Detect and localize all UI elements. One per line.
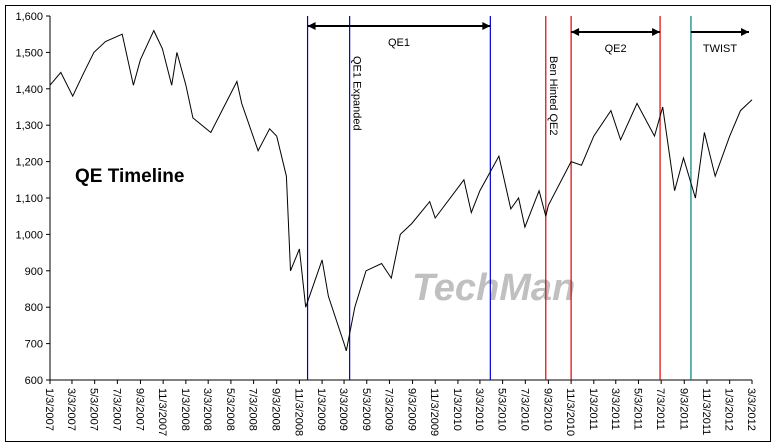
y-tick-label: 700: [25, 339, 43, 351]
period-label: QE2: [605, 43, 627, 55]
y-tick-label: 600: [25, 375, 43, 387]
watermark: TechMan: [412, 267, 575, 309]
y-tick-label: 1,000: [15, 229, 43, 241]
x-tick-label: 7/3/2009: [382, 388, 394, 431]
x-tick-label: 1/3/2011: [587, 388, 599, 430]
x-tick-label: 1/3/2009: [315, 388, 327, 431]
x-tick-label: 3/3/2008: [201, 388, 213, 431]
x-tick-label: 9/3/2009: [406, 388, 418, 431]
x-tick-label: 7/3/2007: [110, 388, 122, 431]
x-tick-label: 11/3/2008: [292, 388, 304, 436]
y-tick-label: 1,500: [15, 47, 43, 59]
x-tick-label: 1/3/2008: [179, 388, 191, 431]
vertical-markers: QE1 Expanded Ben Hinted QE2: [306, 16, 692, 380]
x-tick-label: 11/3/2011: [700, 388, 712, 435]
x-tick-label: 1/3/2010: [451, 388, 463, 431]
x-tick-label: 3/3/2007: [65, 388, 77, 431]
x-tick-label: 5/3/2010: [496, 388, 508, 431]
period-label: TWIST: [703, 43, 737, 55]
x-tick-label: 9/3/2008: [270, 388, 282, 431]
x-tick-label: 3/3/2012: [745, 388, 757, 431]
x-tick-label: 11/3/2007: [156, 388, 168, 436]
x-tick-label: 11/3/2009: [428, 388, 440, 436]
x-tick-label: 9/3/2007: [133, 388, 145, 431]
marker-label: QE1 Expanded: [351, 56, 363, 131]
y-tick-label: 1,600: [15, 11, 43, 23]
y-tick-label: 1,300: [15, 120, 43, 132]
x-tick-label: 3/3/2009: [337, 388, 349, 431]
x-tick-label: 9/3/2010: [541, 388, 553, 431]
period-arrows: QE1 QE2 TWIST: [307, 22, 749, 55]
x-tick-label: 9/3/2011: [677, 388, 689, 430]
chart-title: QE Timeline: [75, 166, 184, 187]
x-tick-label: 1/3/2012: [723, 388, 735, 431]
x-tick-label: 5/3/2008: [224, 388, 236, 431]
x-axis: 1/3/2007 3/3/2007 5/3/2007 7/3/2007 9/3/2007…: [43, 379, 757, 436]
y-axis: 1,600 1,500 1,400 1,300 1,200 1,100 1,000 900 80…: [15, 11, 51, 387]
y-tick-label: 900: [25, 266, 43, 278]
x-tick-label: 5/3/2007: [88, 388, 100, 431]
y-tick-label: 1,400: [15, 84, 43, 96]
y-tick-label: 800: [25, 302, 43, 314]
x-tick-label: 11/3/2010: [564, 388, 576, 436]
x-tick-label: 7/3/2011: [654, 388, 666, 430]
x-tick-label: 5/3/2009: [360, 388, 372, 431]
x-tick-label: 1/3/2007: [43, 388, 55, 431]
period-label: QE1: [388, 37, 410, 49]
price-line: [49, 29, 753, 352]
y-tick-label: 1,200: [15, 157, 43, 169]
chart-frame: [5, 5, 771, 442]
x-tick-label: 3/3/2010: [473, 388, 485, 431]
x-tick-label: 7/3/2008: [247, 388, 259, 431]
y-tick-label: 1,100: [15, 193, 43, 205]
x-tick-label: 3/3/2011: [609, 388, 621, 430]
x-tick-label: 5/3/2011: [631, 388, 643, 430]
marker-label: Ben Hinted QE2: [547, 56, 559, 136]
x-tick-label: 7/3/2010: [518, 388, 530, 431]
